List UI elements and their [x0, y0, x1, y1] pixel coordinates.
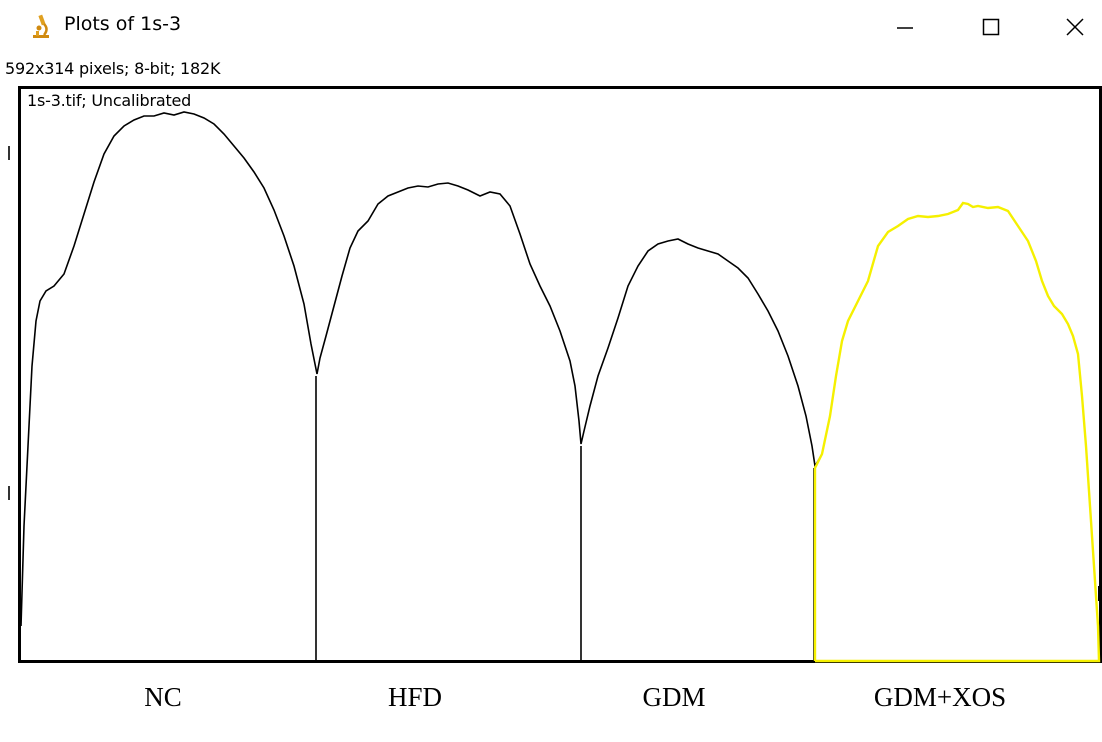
maximize-icon: [982, 18, 1000, 36]
plot-label: 1s-3.tif; Uncalibrated: [27, 91, 192, 110]
profile-line-shadow: [814, 202, 999, 661]
group-label-gdm: GDM: [642, 682, 706, 712]
minimize-icon: [897, 27, 913, 29]
profile-line-black: [20, 111, 823, 627]
window-title: Plots of 1s-3: [64, 13, 182, 35]
group-label-nc: NC: [144, 682, 182, 712]
left-edge-mark: [8, 486, 10, 500]
group-label-hfd: HFD: [387, 682, 443, 712]
minimize-button[interactable]: [882, 6, 928, 48]
left-edge-mark: [8, 146, 10, 160]
maximize-button[interactable]: [968, 6, 1014, 48]
profile-line-highlight: [813, 201, 1101, 663]
close-icon: [1066, 18, 1084, 36]
image-info: 592x314 pixels; 8-bit; 182K: [5, 59, 221, 78]
microscope-icon[interactable]: [30, 14, 52, 40]
plot-profile: [18, 86, 1102, 663]
group-label-gdm-xos: GDM+XOS: [873, 682, 1007, 712]
plot-frame-border: [18, 86, 1102, 663]
plot-canvas[interactable]: [18, 86, 1102, 664]
close-button[interactable]: [1052, 6, 1098, 48]
title-bar: Plots of 1s-3: [0, 0, 1102, 56]
